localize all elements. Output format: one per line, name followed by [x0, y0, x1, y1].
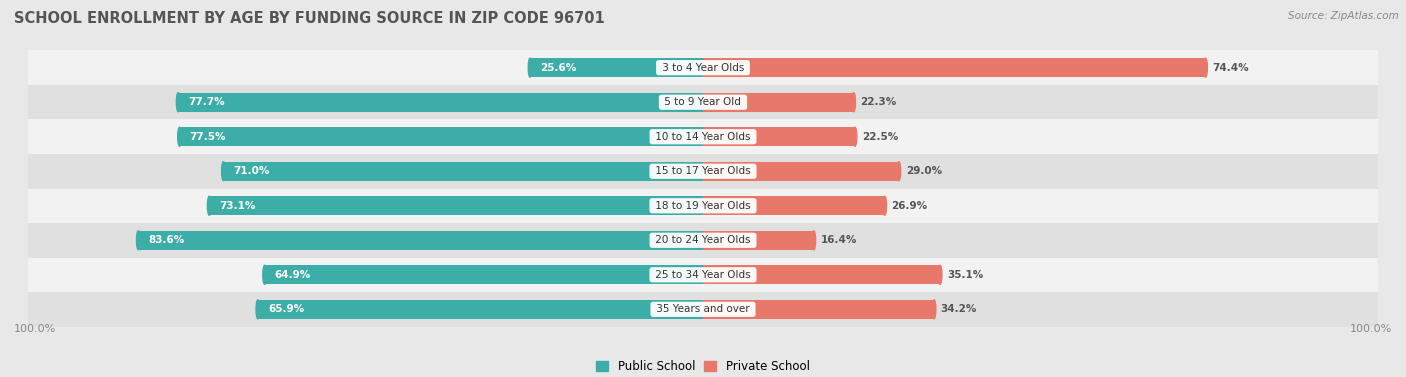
Text: 29.0%: 29.0% [905, 166, 942, 176]
Text: 18 to 19 Year Olds: 18 to 19 Year Olds [652, 201, 754, 211]
Text: 74.4%: 74.4% [1212, 63, 1249, 73]
Text: 100.0%: 100.0% [14, 324, 56, 334]
Text: SCHOOL ENROLLMENT BY AGE BY FUNDING SOURCE IN ZIP CODE 96701: SCHOOL ENROLLMENT BY AGE BY FUNDING SOUR… [14, 11, 605, 26]
Bar [264, 265, 703, 284]
Bar [28, 154, 1378, 188]
Bar [703, 93, 853, 112]
Circle shape [263, 265, 267, 284]
Circle shape [1204, 58, 1208, 77]
Circle shape [932, 300, 936, 319]
Bar [703, 265, 941, 284]
Bar [180, 127, 703, 146]
Text: 10 to 14 Year Olds: 10 to 14 Year Olds [652, 132, 754, 142]
Circle shape [177, 127, 181, 146]
Bar [28, 257, 1378, 292]
Text: 35.1%: 35.1% [946, 270, 983, 280]
Circle shape [256, 300, 260, 319]
Text: 73.1%: 73.1% [219, 201, 256, 211]
Legend: Public School, Private School: Public School, Private School [592, 355, 814, 377]
Circle shape [938, 265, 942, 284]
Bar [179, 93, 703, 112]
Circle shape [897, 162, 901, 181]
Text: 3 to 4 Year Olds: 3 to 4 Year Olds [658, 63, 748, 73]
Circle shape [176, 93, 180, 112]
Bar [28, 85, 1378, 120]
Circle shape [136, 231, 141, 250]
Bar [703, 231, 814, 250]
Text: 25 to 34 Year Olds: 25 to 34 Year Olds [652, 270, 754, 280]
Bar [703, 196, 884, 215]
Bar [28, 51, 1378, 85]
Text: 26.9%: 26.9% [891, 201, 928, 211]
Bar [224, 162, 703, 181]
Bar [257, 300, 703, 319]
Text: 22.5%: 22.5% [862, 132, 898, 142]
Text: 64.9%: 64.9% [274, 270, 311, 280]
Bar [28, 120, 1378, 154]
Text: 77.5%: 77.5% [190, 132, 226, 142]
Bar [530, 58, 703, 77]
Circle shape [529, 58, 531, 77]
Circle shape [811, 231, 815, 250]
Circle shape [853, 127, 856, 146]
Text: 65.9%: 65.9% [269, 304, 304, 314]
Text: 25.6%: 25.6% [540, 63, 576, 73]
Text: 77.7%: 77.7% [188, 97, 225, 107]
Text: Source: ZipAtlas.com: Source: ZipAtlas.com [1288, 11, 1399, 21]
Text: 5 to 9 Year Old: 5 to 9 Year Old [661, 97, 745, 107]
Text: 71.0%: 71.0% [233, 166, 270, 176]
Bar [703, 127, 855, 146]
Bar [703, 58, 1205, 77]
Circle shape [883, 196, 887, 215]
Text: 100.0%: 100.0% [1350, 324, 1392, 334]
Circle shape [222, 162, 225, 181]
Bar [138, 231, 703, 250]
Circle shape [852, 93, 855, 112]
Text: 35 Years and over: 35 Years and over [652, 304, 754, 314]
Bar [703, 162, 898, 181]
Bar [28, 188, 1378, 223]
Bar [703, 300, 934, 319]
Text: 83.6%: 83.6% [149, 235, 184, 245]
Circle shape [208, 196, 211, 215]
Text: 20 to 24 Year Olds: 20 to 24 Year Olds [652, 235, 754, 245]
Bar [28, 292, 1378, 326]
Text: 34.2%: 34.2% [941, 304, 977, 314]
Bar [209, 196, 703, 215]
Text: 15 to 17 Year Olds: 15 to 17 Year Olds [652, 166, 754, 176]
Text: 16.4%: 16.4% [821, 235, 856, 245]
Text: 22.3%: 22.3% [860, 97, 897, 107]
Bar [28, 223, 1378, 257]
